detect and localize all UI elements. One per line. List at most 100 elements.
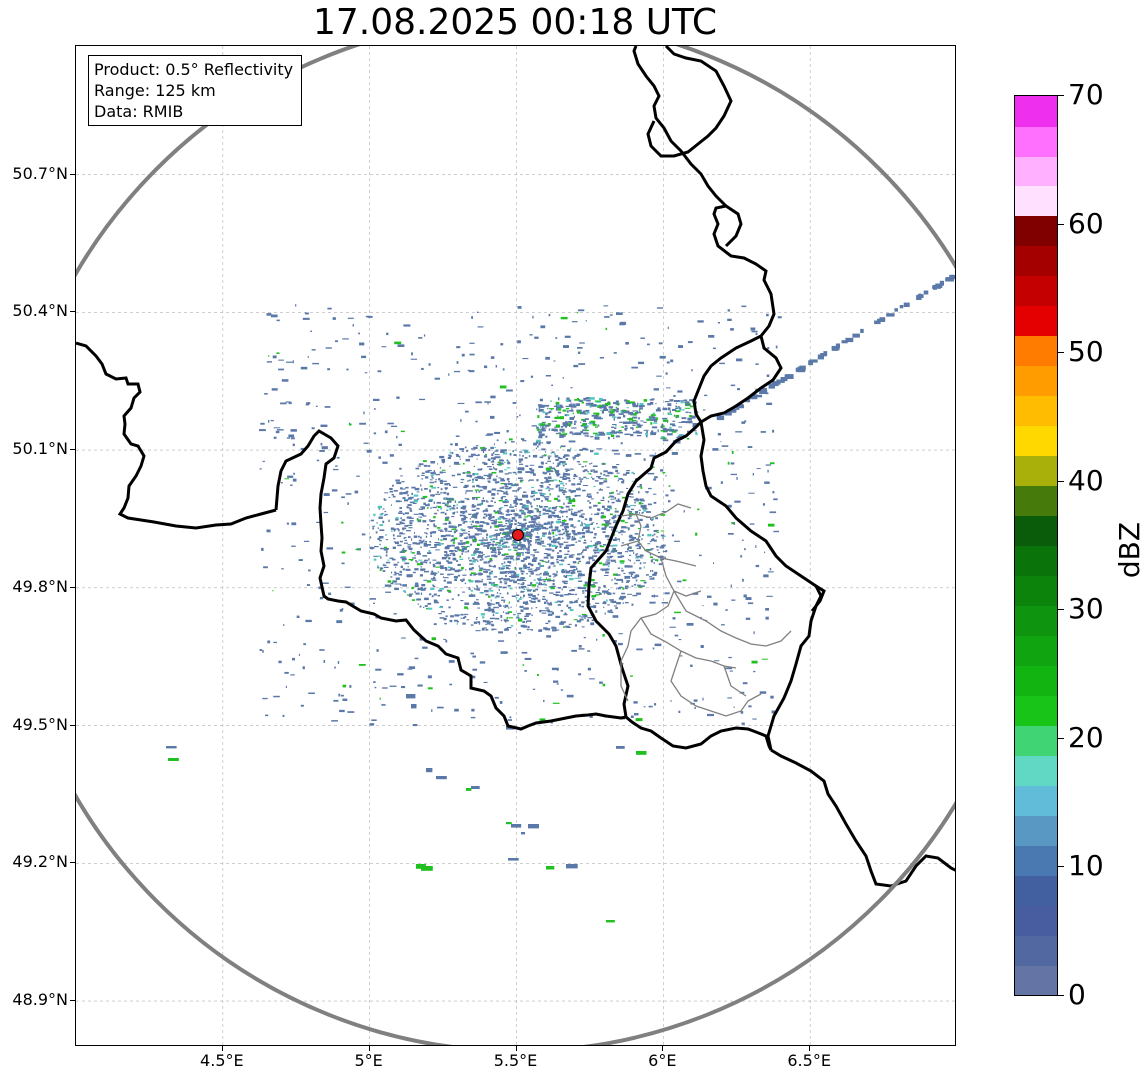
echo-pixel	[572, 456, 576, 459]
echo-pixel	[752, 473, 754, 476]
echo-pixel	[456, 622, 458, 625]
echo-pixel	[484, 589, 489, 593]
echo-pixel	[548, 586, 551, 588]
echo-pixel	[621, 596, 625, 598]
echo-pixel	[443, 638, 447, 640]
echo-pixel	[496, 475, 498, 478]
echo-pixel	[552, 583, 555, 586]
echo-pixel	[421, 472, 425, 474]
echo-pixel	[520, 559, 525, 562]
echo-pixel	[570, 468, 574, 470]
echo-pixel	[610, 609, 613, 612]
echo-pixel	[509, 716, 512, 719]
echo-pixel	[526, 536, 530, 538]
echo-pixel	[653, 530, 658, 533]
echo-pixel	[621, 569, 624, 572]
echo-pixel	[609, 599, 614, 601]
echo-pixel	[392, 534, 395, 537]
border-france-germany-south	[770, 748, 955, 888]
echo-pixel	[602, 404, 609, 407]
echo-pixel	[525, 450, 529, 453]
radar-map[interactable]	[75, 45, 956, 1046]
echo-pixel	[586, 493, 588, 496]
echo-pixel	[525, 551, 528, 554]
echo-pixel	[551, 667, 559, 671]
echo-pixel	[593, 504, 598, 507]
echo-pixel	[409, 521, 411, 523]
echo-pixel	[500, 578, 504, 580]
echo-pixel	[558, 511, 560, 513]
echo-pixel	[512, 546, 517, 549]
colorbar-segment	[1015, 785, 1057, 816]
echo-pixel	[607, 565, 610, 568]
echo-pixel	[529, 575, 531, 577]
echo-pixel	[438, 538, 440, 541]
echo-pixel	[576, 620, 582, 623]
echo-pixel	[522, 440, 527, 442]
echo-pixel	[510, 606, 512, 608]
echo-pixel	[651, 519, 653, 521]
echo-pixel	[667, 421, 669, 423]
echo-pixel	[745, 398, 751, 403]
echo-pixel	[564, 414, 568, 417]
echo-pixel	[578, 478, 583, 480]
echo-pixel	[438, 589, 443, 592]
echo-pixel	[602, 569, 604, 572]
echo-pixel	[419, 516, 423, 518]
echo-pixel	[610, 410, 613, 413]
echo-pixel	[615, 574, 621, 576]
echo-pixel	[318, 586, 323, 590]
echo-pixel	[494, 450, 499, 452]
echo-pixel	[506, 514, 510, 516]
echo-pixel	[466, 619, 470, 621]
border-north-east-spur	[646, 46, 733, 158]
border-luxembourg-east	[699, 421, 823, 751]
echo-pixel	[620, 562, 624, 564]
echo-pixel	[574, 511, 578, 514]
echo-pixel	[517, 612, 522, 615]
echo-pixel	[598, 489, 603, 491]
echo-pixel	[374, 546, 379, 548]
echo-pixel	[409, 522, 413, 525]
echo-pixel	[493, 452, 495, 454]
echo-pixel	[577, 410, 581, 414]
echo-pixel	[456, 511, 458, 513]
echo-pixel	[518, 522, 522, 525]
echo-pixel	[622, 587, 625, 590]
echo-pixel	[527, 589, 531, 592]
echo-pixel	[491, 611, 495, 613]
echo-pixel	[511, 544, 516, 546]
colorbar-segment	[1015, 185, 1057, 217]
echo-pixel	[673, 395, 676, 397]
echo-pixel	[425, 535, 428, 538]
echo-pixel	[601, 505, 605, 508]
echo-pixel	[516, 499, 519, 501]
echo-pixel	[481, 573, 483, 575]
echo-pixel	[392, 495, 396, 498]
echo-pixel	[506, 531, 512, 534]
echo-pixel	[535, 539, 538, 541]
colorbar-segment	[1015, 335, 1057, 367]
echo-pixel	[508, 522, 511, 524]
echo-pixel	[554, 575, 557, 577]
echo-pixel	[494, 454, 500, 456]
echo-pixel	[420, 512, 424, 516]
echo-pixel	[471, 520, 474, 523]
echo-pixel	[636, 423, 641, 426]
echo-pixel	[471, 316, 473, 319]
echo-pixel	[537, 527, 542, 530]
echo-pixel	[514, 546, 519, 549]
echo-pixel	[636, 751, 647, 755]
echo-pixel	[607, 552, 611, 555]
echo-pixel	[721, 624, 725, 626]
echo-pixel	[484, 513, 487, 515]
echo-pixel	[582, 485, 588, 486]
echo-pixel	[559, 480, 563, 482]
echo-pixel	[549, 536, 552, 540]
echo-pixel	[560, 610, 563, 612]
echo-pixel	[631, 603, 634, 606]
echo-pixel	[483, 583, 487, 586]
echo-pixel	[493, 628, 497, 630]
echo-pixel	[385, 534, 388, 536]
echo-pixel	[544, 513, 549, 515]
